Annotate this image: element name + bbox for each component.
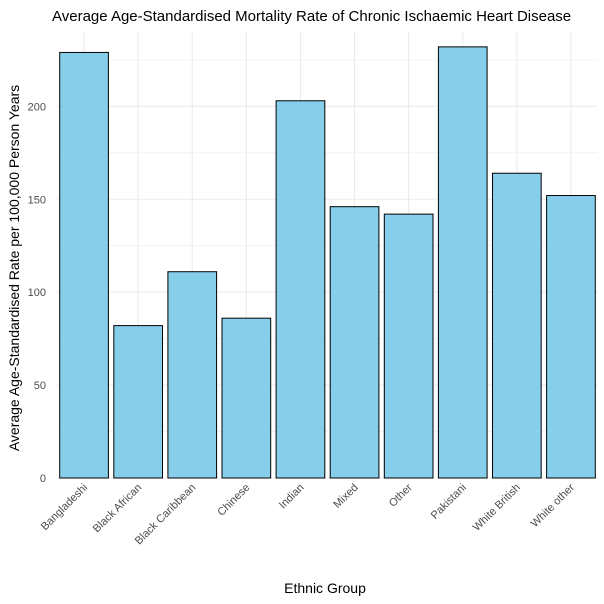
x-axis-title: Ethnic Group <box>284 580 366 596</box>
bar-black-caribbean <box>167 271 218 479</box>
bar-mixed <box>329 206 380 479</box>
y-tick-label: 200 <box>28 101 46 113</box>
x-tick-label: White other <box>529 481 577 529</box>
bar-other <box>383 213 434 479</box>
bar-white-british <box>492 172 542 479</box>
bar-white-other <box>546 195 596 479</box>
y-tick-label: 50 <box>34 380 46 392</box>
x-tick-label: Pakistani <box>429 482 469 522</box>
x-tick-label: Indian <box>277 482 307 512</box>
y-axis-title: Average Age-Standardised Rate per 100,00… <box>6 85 22 451</box>
x-tick-label: Other <box>387 481 415 509</box>
bar-indian <box>275 100 326 479</box>
bars <box>59 46 596 479</box>
bar-chinese <box>221 317 272 479</box>
bar-black-african <box>113 325 163 479</box>
x-tick-label: Chinese <box>215 482 252 519</box>
bar-bangladeshi <box>59 51 109 479</box>
bar-pakistani <box>437 46 488 479</box>
y-tick-label: 100 <box>28 287 46 299</box>
x-tick-label: Black African <box>91 482 144 535</box>
x-tick-label: White British <box>471 482 523 534</box>
y-axis-ticks: 0 50 100 150 200 <box>28 101 46 485</box>
x-tick-label: Bangladeshi <box>39 482 90 533</box>
y-tick-label: 0 <box>40 473 46 485</box>
y-tick-label: 150 <box>28 194 46 206</box>
chart-title: Average Age-Standardised Mortality Rate … <box>52 8 571 25</box>
x-tick-label: Mixed <box>331 482 360 511</box>
